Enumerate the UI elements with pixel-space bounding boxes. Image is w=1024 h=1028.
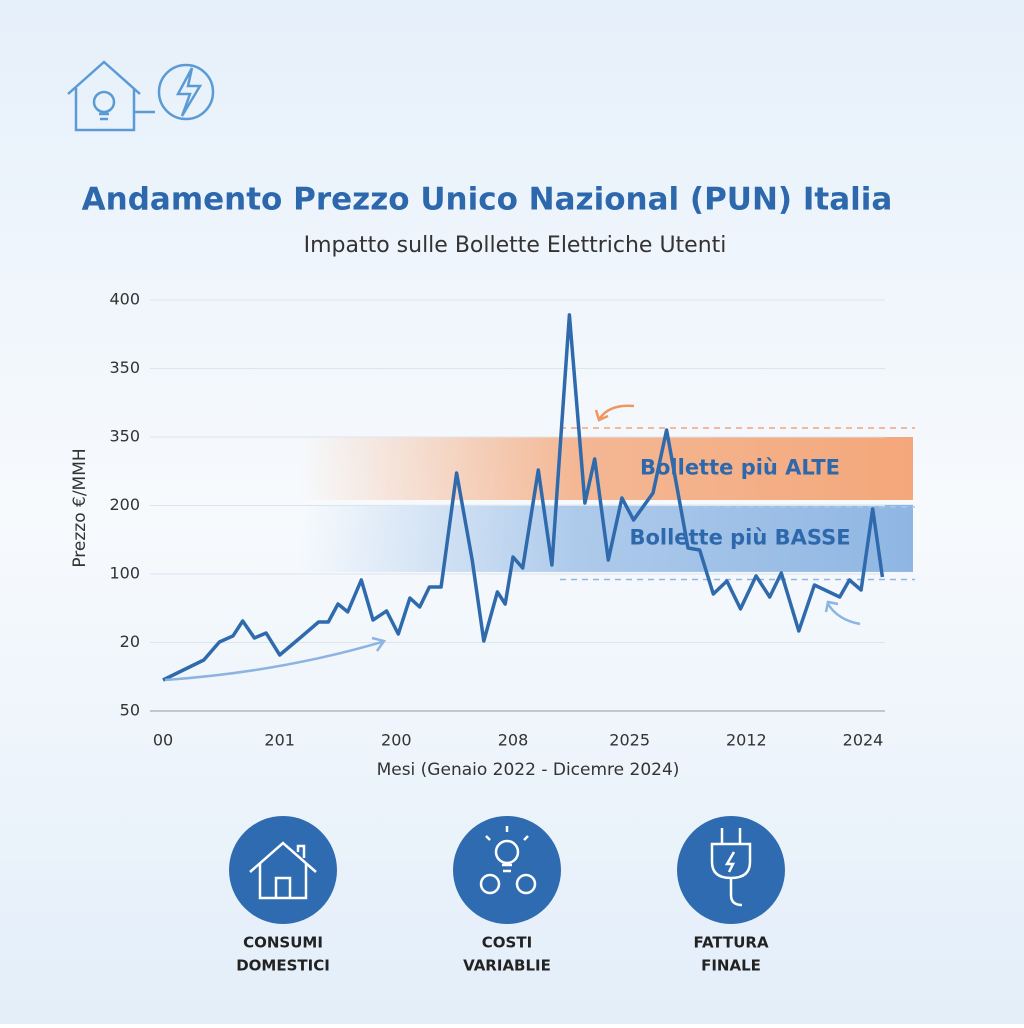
x-tick-label: 2024 (843, 731, 884, 750)
y-tick-label: 100 (109, 564, 140, 583)
y-tick-label: 350 (109, 358, 140, 377)
feature-icons (229, 816, 785, 924)
feature-label: DOMESTICI (236, 957, 330, 975)
x-tick-label: 208 (498, 731, 529, 750)
band (300, 437, 913, 501)
x-tick-label: 200 (381, 731, 412, 750)
band-label: Bollette più ALTE (640, 456, 840, 480)
header-icons (67, 60, 215, 132)
x-tick-label: 00 (153, 731, 173, 750)
y-tick-label: 350 (109, 427, 140, 446)
y-axis-label: Prezzo €/MMH (70, 448, 90, 567)
x-tick-label: 201 (264, 731, 295, 750)
x-tick-label: 2025 (609, 731, 650, 750)
x-axis-label: Mesi (Genaio 2022 - Dicemre 2024) (377, 760, 680, 780)
feature-label: FINALE (701, 957, 761, 975)
feature-label: CONSUMI (243, 934, 323, 952)
feature-label: COSTI (482, 934, 532, 952)
y-tick-label: 50 (120, 701, 140, 720)
y-tick-label: 200 (109, 495, 140, 514)
y-tick-label: 20 (120, 632, 140, 651)
subtitle: Impatto sulle Bollette Elettriche Utenti (304, 233, 727, 258)
features: CONSUMI DOMESTICI COSTI VARIABLIE FATTURA FIN… (229, 816, 785, 975)
y-tick-label: 400 (109, 290, 140, 309)
feature-label: VARIABLIE (463, 957, 551, 975)
price-line (162, 313, 885, 682)
annotation-arrows (164, 404, 861, 682)
band-label: Bollette più BASSE (629, 525, 850, 549)
feature-label: FATTURA (693, 934, 769, 952)
x-tick-label: 2012 (726, 731, 767, 750)
title: Andamento Prezzo Unico Nazional (PUN) It… (82, 182, 893, 218)
